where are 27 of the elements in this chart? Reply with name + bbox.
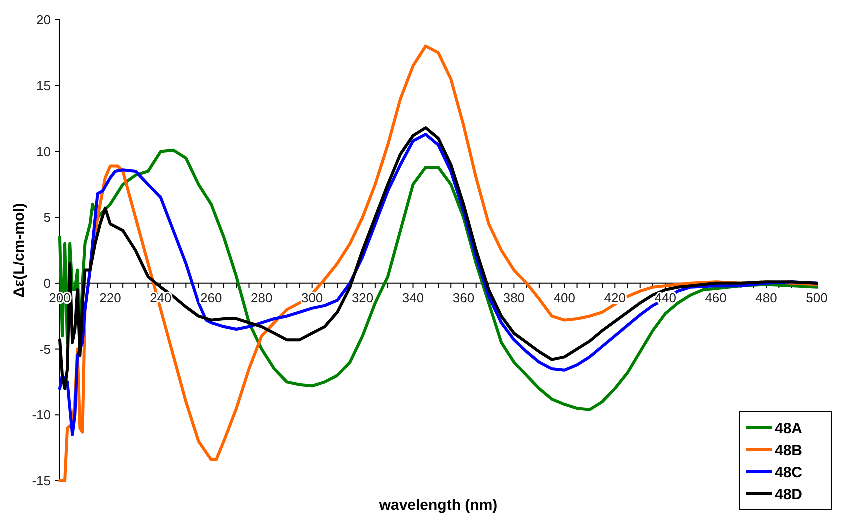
- y-axis-title: Δε(L/cm-mol): [11, 203, 28, 298]
- x-tick-label: 220: [100, 290, 122, 306]
- x-tick-label: 200: [49, 290, 71, 306]
- legend-label: 48A: [775, 420, 803, 438]
- legend-label: 48C: [775, 464, 803, 482]
- x-tick-label: 320: [352, 290, 374, 306]
- x-tick-label: 260: [200, 290, 222, 306]
- legend-label: 48D: [775, 486, 803, 504]
- y-tick-label: -15: [32, 474, 51, 489]
- x-tick-label: 280: [251, 290, 273, 306]
- x-tick-label: 480: [756, 290, 778, 306]
- x-tick-label: 500: [806, 290, 828, 306]
- y-tick-label: -10: [32, 408, 51, 423]
- x-tick-label: 460: [705, 290, 727, 306]
- x-axis-title: wavelength (nm): [378, 497, 498, 514]
- x-tick-label: 400: [554, 290, 576, 306]
- x-tick-label: 360: [452, 290, 475, 306]
- x-tick-label: 380: [503, 290, 526, 306]
- y-tick-label: 10: [36, 144, 51, 160]
- y-tick-label: 5: [44, 210, 51, 226]
- x-tick-label: 420: [604, 290, 626, 306]
- legend-label: 48B: [775, 442, 803, 460]
- y-tick-label: 0: [44, 276, 51, 291]
- y-tick-label: 15: [36, 78, 51, 94]
- y-tick-label: -5: [39, 342, 51, 357]
- y-tick-label: 20: [36, 12, 51, 28]
- x-tick-label: 340: [402, 290, 424, 306]
